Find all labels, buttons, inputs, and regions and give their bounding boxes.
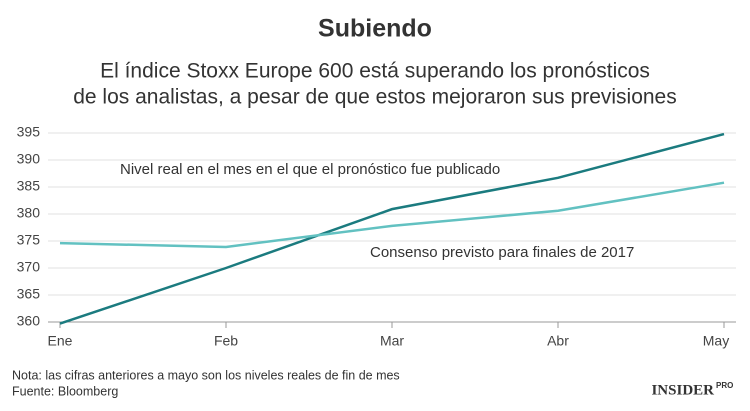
brand: INSIDER <box>651 382 714 398</box>
y-tick-label: 390 <box>17 151 41 167</box>
x-tick-label: Feb <box>214 333 238 349</box>
y-tick-label: 395 <box>17 124 41 140</box>
x-tick-label: Ene <box>48 333 73 349</box>
chart-subtitle: de los analistas, a pesar de que estos m… <box>73 86 677 109</box>
series-label: Nivel real en el mes en el que el pronós… <box>120 161 500 178</box>
y-tick-label: 375 <box>17 232 41 248</box>
x-tick-label: Mar <box>380 333 404 349</box>
series-line <box>59 132 725 325</box>
x-tick-label: Abr <box>547 333 569 349</box>
chart-title: Subiendo <box>318 15 432 43</box>
y-tick-label: 385 <box>17 178 41 194</box>
x-tick-label: May <box>703 333 729 349</box>
chart-subtitle: El índice Stoxx Europe 600 está superand… <box>100 60 650 83</box>
y-tick-label: 365 <box>17 286 41 302</box>
brand-tag: PRO <box>716 381 733 390</box>
y-tick-label: 360 <box>17 313 41 329</box>
series-label: Consenso previsto para finales de 2017 <box>370 244 634 261</box>
y-tick-label: 380 <box>17 205 41 221</box>
note: Nota: las cifras anteriores a mayo son l… <box>12 368 400 382</box>
y-tick-label: 370 <box>17 259 41 275</box>
source: Fuente: Bloomberg <box>12 384 118 398</box>
series-line <box>59 181 725 249</box>
